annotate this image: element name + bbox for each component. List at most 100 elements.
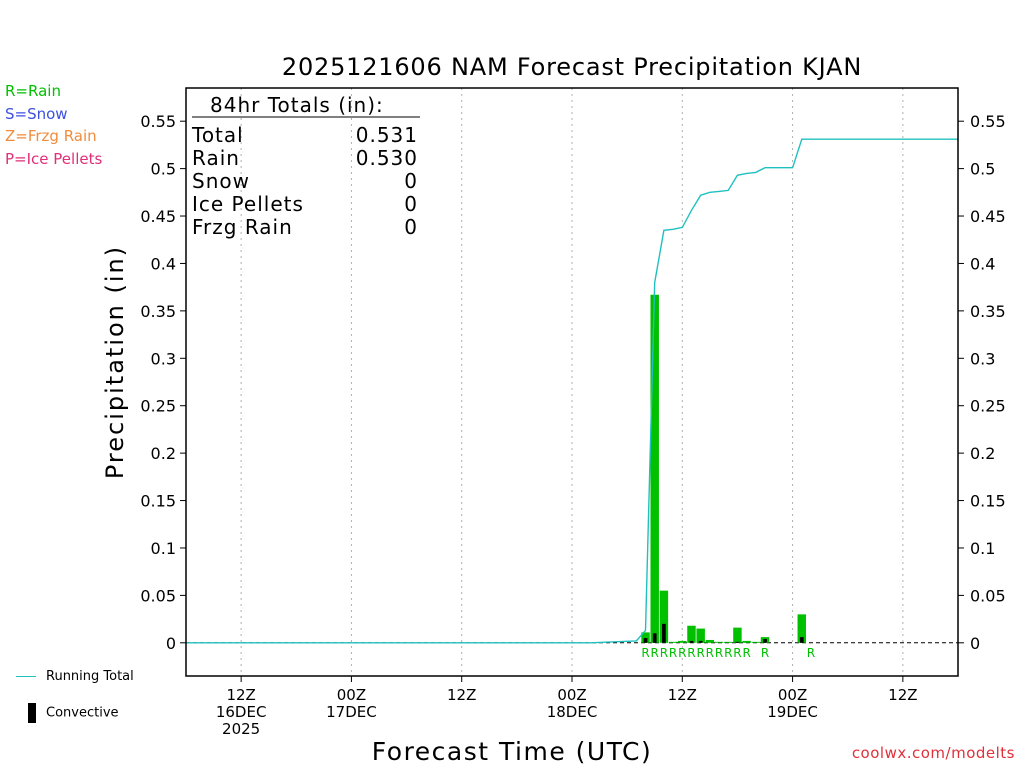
y-axis-label: Precipitation (in) xyxy=(101,245,129,479)
precip-type-label: R xyxy=(660,646,668,660)
y-tick-label-left: 0 xyxy=(166,634,176,653)
convective-bar xyxy=(698,640,703,643)
precip-bar xyxy=(696,628,705,643)
legend-ice-pellets: P=Ice Pellets xyxy=(5,149,103,168)
precip-type-label: R xyxy=(687,646,695,660)
totals-row-label: Total xyxy=(191,123,244,147)
precip-type-label: R xyxy=(669,646,677,660)
convective-bar xyxy=(643,638,648,643)
precip-bars xyxy=(641,294,806,643)
totals-row-value: 0.530 xyxy=(356,146,418,170)
totals-row-label: Rain xyxy=(192,146,240,170)
precip-bar xyxy=(650,294,659,643)
x-tick-label: 19DEC xyxy=(767,703,818,721)
y-tick-label-right: 0.3 xyxy=(970,349,995,368)
x-tick-label: 16DEC xyxy=(216,703,267,721)
y-tick-label-left: 0.4 xyxy=(151,254,176,273)
y-tick-label-right: 0.4 xyxy=(970,254,995,273)
totals-rows: Total 0.531 Rain 0.530 Snow 0 Ice Pellets 0 Frzg… xyxy=(191,123,418,239)
precip-bar xyxy=(678,640,687,643)
y-tick-label-left: 0.1 xyxy=(151,539,176,558)
convective-bar xyxy=(799,637,804,643)
y-tick-label-right: 0.5 xyxy=(970,160,995,179)
legend-rain: R=Rain xyxy=(5,82,61,100)
totals-row-value: 0 xyxy=(404,215,418,239)
convective-bar xyxy=(662,623,666,643)
left-y-axis: 0 0.05 0.1 0.15 0.2 0.25 0.3 0.35 0.4 0.45 0.5 0.55 xyxy=(140,112,186,653)
totals-row-label: Frzg Rain xyxy=(192,215,293,239)
precip-type-label: R xyxy=(733,646,741,660)
running-total-line xyxy=(186,138,958,644)
x-tick-label: 12Z xyxy=(668,686,697,704)
precip-type-label: R xyxy=(651,646,659,660)
totals-box: 84hr Totals (in): Total 0.531 Rain 0.530 Sno… xyxy=(191,93,420,239)
convective-bar xyxy=(763,639,767,643)
precip-type-label: R xyxy=(724,646,732,660)
totals-row-value: 0.531 xyxy=(356,123,418,147)
precip-bar xyxy=(733,627,742,643)
precip-bar xyxy=(659,590,669,643)
y-tick-label-left: 0.55 xyxy=(140,112,176,131)
precip-type-label: R xyxy=(696,646,704,660)
precip-bar xyxy=(751,641,761,643)
y-tick-label-right: 0.05 xyxy=(970,586,1006,605)
totals-header: 84hr Totals (in): xyxy=(210,93,384,117)
y-tick-label-right: 0.2 xyxy=(970,444,995,463)
running-total-polyline xyxy=(186,138,958,644)
precip-bar xyxy=(687,625,696,643)
y-tick-label-right: 0.55 xyxy=(970,112,1006,131)
precip-type-label: R xyxy=(715,646,723,660)
precip-bar xyxy=(742,640,751,643)
vertical-gridlines xyxy=(240,88,904,676)
x-tick-label: 17DEC xyxy=(326,703,377,721)
y-tick-label-left: 0.05 xyxy=(140,586,176,605)
y-tick-label-right: 0.1 xyxy=(970,539,995,558)
running-total-swatch xyxy=(16,676,36,677)
x-tick-label: 2025 xyxy=(222,720,260,738)
x-tick-label: 00Z xyxy=(778,686,807,704)
right-y-axis: 0 0.05 0.1 0.15 0.2 0.25 0.3 0.35 0.4 0.45 0.5 0.55 xyxy=(958,112,1006,653)
y-tick-label-left: 0.45 xyxy=(140,207,176,226)
precip-type-label: R xyxy=(678,646,686,660)
convective-bars xyxy=(643,623,804,643)
y-tick-label-right: 0 xyxy=(970,634,980,653)
credit-link[interactable]: coolwx.com/modelts xyxy=(851,744,1015,762)
convective-bar xyxy=(689,640,694,643)
precip-bar xyxy=(641,632,650,643)
precip-type-label: R xyxy=(641,646,649,660)
x-tick-label: 12Z xyxy=(447,686,476,704)
legend-snow: S=Snow xyxy=(5,104,68,123)
chart-title: 2025121606 NAM Forecast Precipitation KJ… xyxy=(282,53,862,81)
x-tick-label: 00Z xyxy=(557,686,586,704)
x-tick-label: 12Z xyxy=(888,686,917,704)
precip-type-label: R xyxy=(742,646,750,660)
x-axis-label: Forecast Time (UTC) xyxy=(372,737,652,766)
precip-bar xyxy=(797,614,806,643)
precip-type-label: R xyxy=(706,646,714,660)
legend-running-total-label: Running Total xyxy=(46,669,134,684)
y-tick-label-left: 0.25 xyxy=(140,397,176,416)
x-tick-label: 18DEC xyxy=(547,703,598,721)
y-tick-label-left: 0.3 xyxy=(151,349,176,368)
totals-row-label: Ice Pellets xyxy=(192,192,304,216)
y-tick-label-right: 0.25 xyxy=(970,397,1006,416)
totals-row-label: Snow xyxy=(192,169,250,193)
convective-swatch xyxy=(28,703,36,723)
precip-type-legend: R=Rain S=Snow Z=Frzg Rain P=Ice Pellets xyxy=(5,80,102,170)
precip-type-label: R xyxy=(761,646,769,660)
precip-bar xyxy=(724,641,733,643)
legend-convective: Convective xyxy=(16,703,119,723)
y-tick-label-right: 0.15 xyxy=(970,492,1006,511)
y-tick-label-right: 0.35 xyxy=(970,302,1006,321)
y-tick-label-right: 0.45 xyxy=(970,207,1006,226)
y-tick-label-left: 0.5 xyxy=(151,160,176,179)
legend-convective-label: Convective xyxy=(46,705,119,721)
x-tick-label: 12Z xyxy=(226,686,255,704)
precip-bar xyxy=(714,641,724,643)
totals-row-value: 0 xyxy=(404,192,418,216)
legend-running-total: Running Total xyxy=(16,669,134,684)
convective-bar xyxy=(735,641,740,643)
